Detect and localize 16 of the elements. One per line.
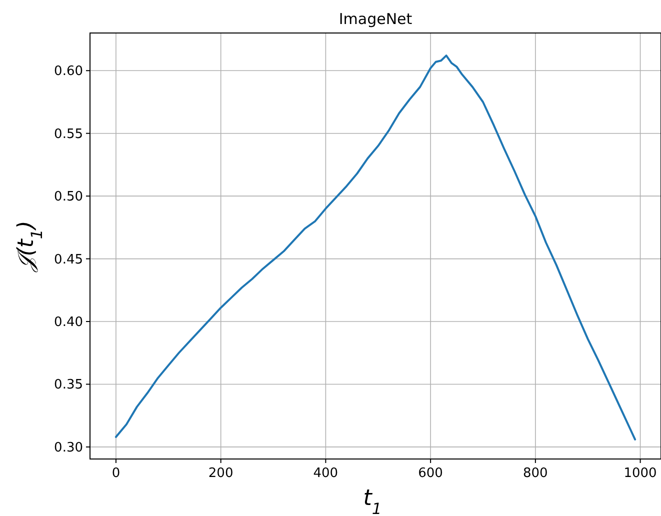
x-tick-label: 1000 (624, 466, 657, 481)
chart-title: ImageNet (338, 10, 412, 28)
x-tick-label: 200 (208, 466, 234, 481)
x-tick-label: 600 (418, 466, 443, 481)
y-tick-label: 0.30 (54, 440, 83, 456)
x-tick-label: 0 (112, 466, 120, 481)
y-tick-label: 0.50 (54, 190, 83, 205)
y-tick-label: 0.35 (54, 378, 83, 393)
y-tick-label: 0.40 (54, 315, 83, 330)
x-tick-label: 800 (523, 466, 548, 481)
x-axis-title: t$_{1}$ (363, 486, 382, 516)
y-tick-label: 0.55 (54, 126, 83, 142)
y-tick-label: 0.60 (54, 64, 83, 80)
line-series (114, 54, 636, 440)
x-tick-label: 400 (313, 466, 338, 481)
y-tick-label: 0.45 (54, 252, 83, 268)
